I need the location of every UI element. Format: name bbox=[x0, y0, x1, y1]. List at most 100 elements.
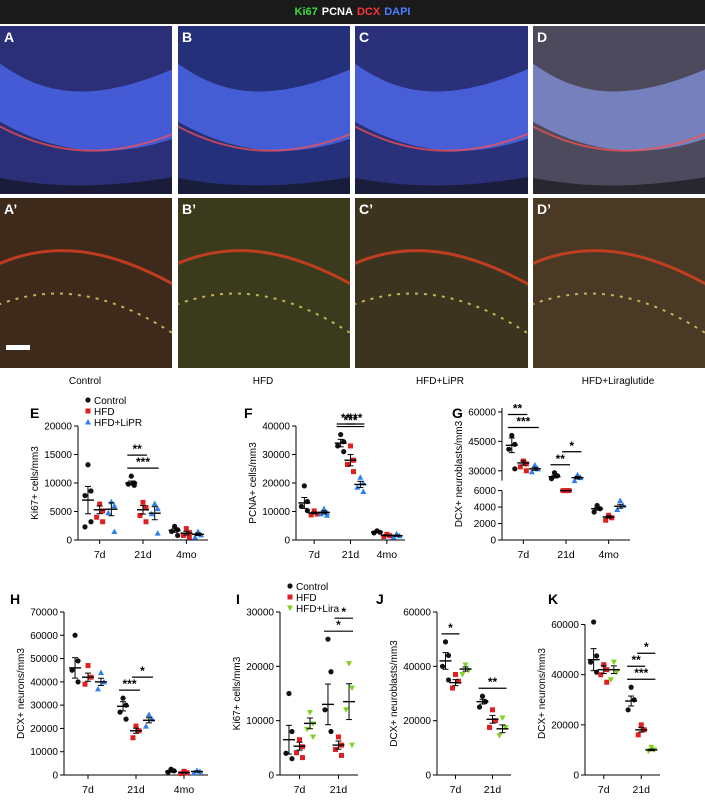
data-point bbox=[348, 443, 353, 449]
data-point bbox=[310, 734, 317, 740]
condition-hfd: HFD bbox=[252, 376, 274, 387]
micrograph-d-prime: D’ bbox=[533, 198, 705, 368]
significance-stars: * bbox=[448, 621, 453, 635]
data-point bbox=[100, 519, 106, 525]
data-point bbox=[512, 466, 518, 472]
data-point bbox=[346, 661, 353, 667]
data-point bbox=[453, 671, 458, 677]
y-axis-label: Ki67+ cells/mm3 bbox=[30, 446, 41, 520]
data-point bbox=[320, 505, 327, 512]
data-point bbox=[617, 497, 624, 503]
data-point bbox=[154, 505, 161, 512]
significance-stars: *** bbox=[348, 411, 362, 425]
y-tick-label: 60000 bbox=[403, 608, 431, 619]
y-tick-label: 0 bbox=[52, 771, 58, 782]
panel-label: C’ bbox=[359, 201, 373, 217]
y-tick-label: 30000 bbox=[246, 608, 274, 619]
data-point bbox=[381, 534, 387, 540]
data-point bbox=[339, 752, 344, 758]
data-point bbox=[604, 679, 610, 685]
y-axis-label: DCX+ neurons/mm3 bbox=[16, 648, 27, 739]
y-tick-label: 20000 bbox=[403, 716, 431, 727]
significance-stars: ** bbox=[556, 452, 566, 466]
data-point bbox=[308, 512, 314, 518]
data-point bbox=[111, 528, 118, 534]
y-tick-label: 10000 bbox=[262, 507, 290, 518]
chart-g: G 30000 45000 60000 0 2000 4000 6000 7d 21d 4mo DCX… bbox=[452, 401, 630, 561]
x-tick-label: 4mo bbox=[176, 549, 197, 561]
y-tick-label: 40000 bbox=[403, 662, 431, 673]
x-tick-label: 4mo bbox=[377, 549, 398, 561]
y-axis-label: DCX+ neuroblasts/mm3 bbox=[454, 420, 465, 527]
data-point bbox=[322, 707, 328, 713]
data-point bbox=[360, 488, 367, 495]
data-point bbox=[304, 508, 310, 514]
data-point bbox=[186, 534, 192, 540]
data-point bbox=[283, 750, 289, 756]
data-point bbox=[88, 519, 94, 525]
data-point bbox=[94, 685, 101, 692]
panel-label: A bbox=[4, 29, 15, 45]
data-point bbox=[635, 732, 641, 738]
data-point bbox=[528, 468, 535, 475]
data-point bbox=[311, 508, 317, 514]
data-point bbox=[325, 636, 331, 642]
data-point bbox=[357, 474, 364, 480]
micrograph-a: A bbox=[0, 26, 172, 194]
legend-entry: HFD bbox=[296, 593, 317, 604]
data-point bbox=[499, 715, 506, 721]
legend-entry: HFD bbox=[94, 407, 115, 418]
y-tick-label: 5000 bbox=[50, 507, 73, 518]
data-point bbox=[181, 768, 187, 774]
data-point bbox=[591, 509, 597, 515]
data-point bbox=[94, 514, 100, 520]
y-tick-label: 0 bbox=[66, 536, 72, 547]
data-point bbox=[445, 652, 452, 659]
data-point bbox=[111, 502, 118, 509]
data-point bbox=[338, 431, 344, 438]
data-point bbox=[594, 502, 600, 509]
chart-panel-letter: G bbox=[452, 405, 463, 421]
data-point bbox=[85, 419, 91, 425]
y-tick-label: 40000 bbox=[262, 422, 290, 433]
x-tick-label: 21d bbox=[127, 784, 145, 796]
data-point bbox=[598, 672, 604, 678]
data-point bbox=[85, 462, 91, 468]
significance-stars: *** bbox=[634, 666, 648, 680]
data-point bbox=[328, 669, 334, 675]
micrograph-d: D bbox=[533, 26, 705, 194]
x-tick-label: 4mo bbox=[174, 784, 195, 796]
data-point bbox=[445, 677, 452, 683]
y-tick-label: 20000 bbox=[551, 720, 579, 731]
data-point bbox=[523, 468, 529, 474]
y-axis-label: Ki67+ cells/mm3 bbox=[232, 656, 243, 730]
data-point bbox=[476, 704, 483, 710]
data-point bbox=[490, 707, 495, 713]
significance-stars: ** bbox=[132, 442, 142, 456]
y-tick-label: 0 bbox=[425, 771, 431, 782]
x-tick-label: 7d bbox=[94, 549, 106, 561]
x-tick-label: 21d bbox=[330, 784, 348, 796]
chart-panel-letter: F bbox=[244, 405, 253, 421]
y-tick-label: 40000 bbox=[30, 677, 58, 688]
legend-pcna: PCNA bbox=[321, 6, 353, 18]
y-tick-label: 30000 bbox=[262, 450, 290, 461]
x-tick-label: 21d bbox=[632, 784, 650, 796]
significance-stars: ** bbox=[341, 411, 351, 425]
data-point bbox=[130, 735, 136, 741]
micrograph-b-prime: B’ bbox=[178, 198, 350, 368]
y-tick-label: 60000 bbox=[551, 620, 579, 631]
data-point bbox=[123, 716, 129, 722]
data-point bbox=[117, 709, 123, 715]
condition-hfd-liraglutide: HFD+Liraglutide bbox=[581, 376, 655, 387]
data-point bbox=[343, 707, 350, 713]
data-point bbox=[613, 669, 620, 676]
chart-panel-letter: H bbox=[10, 591, 20, 607]
data-point bbox=[143, 505, 149, 511]
data-point bbox=[628, 684, 634, 690]
panel-label: A’ bbox=[4, 201, 18, 217]
data-point bbox=[154, 530, 161, 536]
chart-panel-letter: J bbox=[376, 591, 384, 607]
data-point bbox=[128, 473, 134, 479]
